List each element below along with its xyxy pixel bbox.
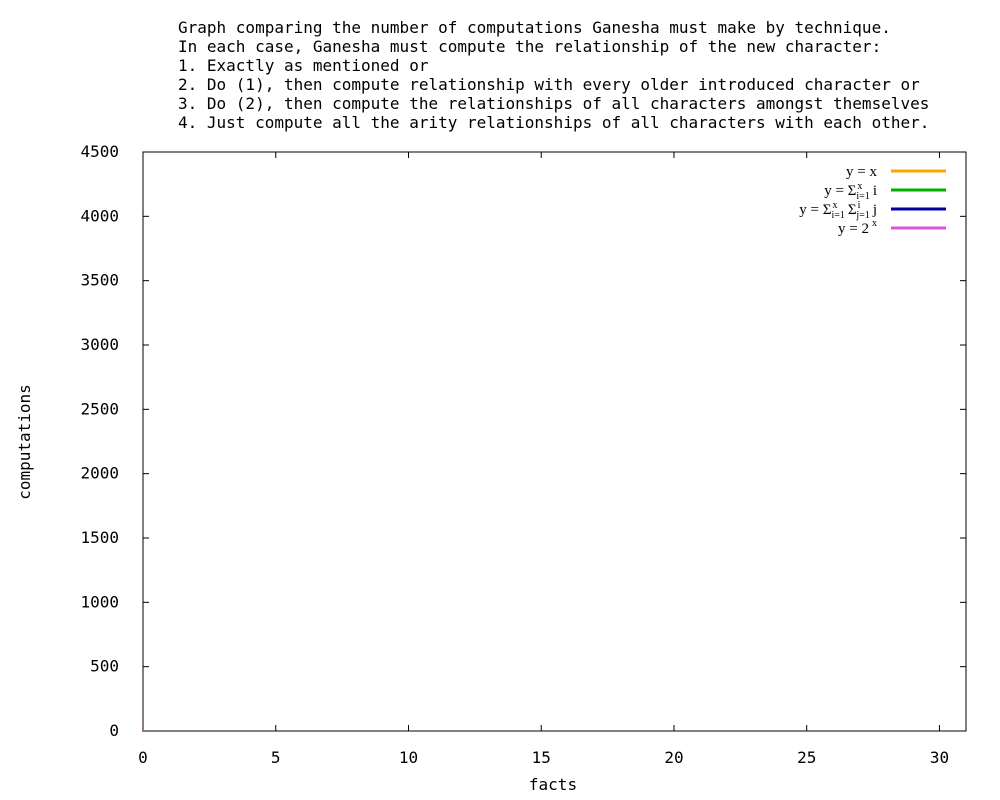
series-group <box>142 729 144 732</box>
x-tick-label: 25 <box>797 748 816 767</box>
chart-title: Graph comparing the number of computatio… <box>178 18 929 132</box>
title-line: 4. Just compute all the arity relationsh… <box>178 113 929 132</box>
title-line: 2. Do (1), then compute relationship wit… <box>178 75 920 94</box>
legend-label: y = x <box>846 164 877 180</box>
y-tick-label: 1000 <box>80 592 119 611</box>
title-line: 1. Exactly as mentioned or <box>178 56 429 75</box>
y-tick-label: 0 <box>109 721 119 740</box>
legend-label: y = Σx i=1 Σi j=1 j <box>799 200 877 221</box>
x-tick-label: 5 <box>271 748 281 767</box>
title-line: In each case, Ganesha must compute the r… <box>178 37 881 56</box>
x-tick-label: 15 <box>532 748 551 767</box>
x-tick-label: 30 <box>930 748 949 767</box>
x-axis: 0 5 10 15 20 25 30 <box>138 152 949 767</box>
title-line: 3. Do (2), then compute the relationship… <box>178 94 929 113</box>
x-tick-label: 10 <box>399 748 418 767</box>
y-tick-label: 3500 <box>80 271 119 290</box>
y-axis-label: computations <box>15 384 34 500</box>
y-tick-label: 3000 <box>80 335 119 354</box>
y-tick-label: 1500 <box>80 528 119 547</box>
legend-item: y = Σx i=1 Σi j=1 j <box>799 200 946 221</box>
plot-frame <box>142 151 967 732</box>
legend-label: y = Σx i=1 i <box>824 181 877 202</box>
x-axis-label: facts <box>529 775 577 794</box>
y-tick-label: 4500 <box>80 142 119 161</box>
x-tick-label: 0 <box>138 748 148 767</box>
y-tick-label: 4000 <box>80 206 119 225</box>
y-tick-label: 500 <box>90 657 119 676</box>
y-tick-label: 2000 <box>80 464 119 483</box>
x-tick-label: 20 <box>664 748 683 767</box>
series-point <box>142 729 144 732</box>
y-axis: 0 500 1000 1500 2000 2500 3000 3500 4000 4500 <box>80 142 966 740</box>
y-tick-label: 2500 <box>80 399 119 418</box>
title-line: Graph comparing the number of computatio… <box>178 18 891 37</box>
legend-item: y = x <box>846 164 946 180</box>
legend-item: y = Σx i=1 i <box>824 181 946 202</box>
